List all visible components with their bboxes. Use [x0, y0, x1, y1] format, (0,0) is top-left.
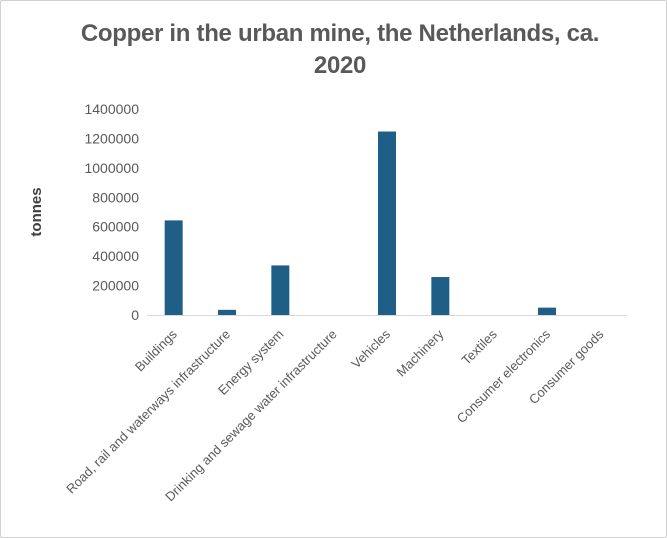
bar-2	[218, 309, 236, 315]
x-tick-label: Vehicles	[348, 326, 393, 371]
x-tick-label: Consumer electronics	[454, 326, 554, 426]
y-tick-label: 1400000	[84, 101, 139, 117]
y-tick-label: 0	[131, 307, 139, 323]
y-axis-label: tonnes	[28, 187, 45, 236]
y-tick-label: 800000	[92, 189, 139, 205]
bar-6	[431, 277, 450, 315]
y-tick-label: 1000000	[84, 160, 139, 176]
x-tick-label: Buildings	[132, 326, 180, 374]
chart-title: Copper in the urban mine, the Netherland…	[80, 20, 600, 79]
y-tick-label: 200000	[92, 278, 139, 294]
y-tick-label: 400000	[92, 248, 139, 264]
bar-1	[164, 220, 183, 315]
x-tick-label: Machinery	[393, 326, 446, 379]
y-tick-label: 600000	[92, 219, 139, 235]
bar-8	[538, 307, 556, 315]
x-tick-label: Textiles	[459, 326, 501, 368]
y-tick-label: 1200000	[84, 130, 139, 146]
bar-5	[378, 131, 396, 315]
bar-3	[271, 265, 290, 315]
